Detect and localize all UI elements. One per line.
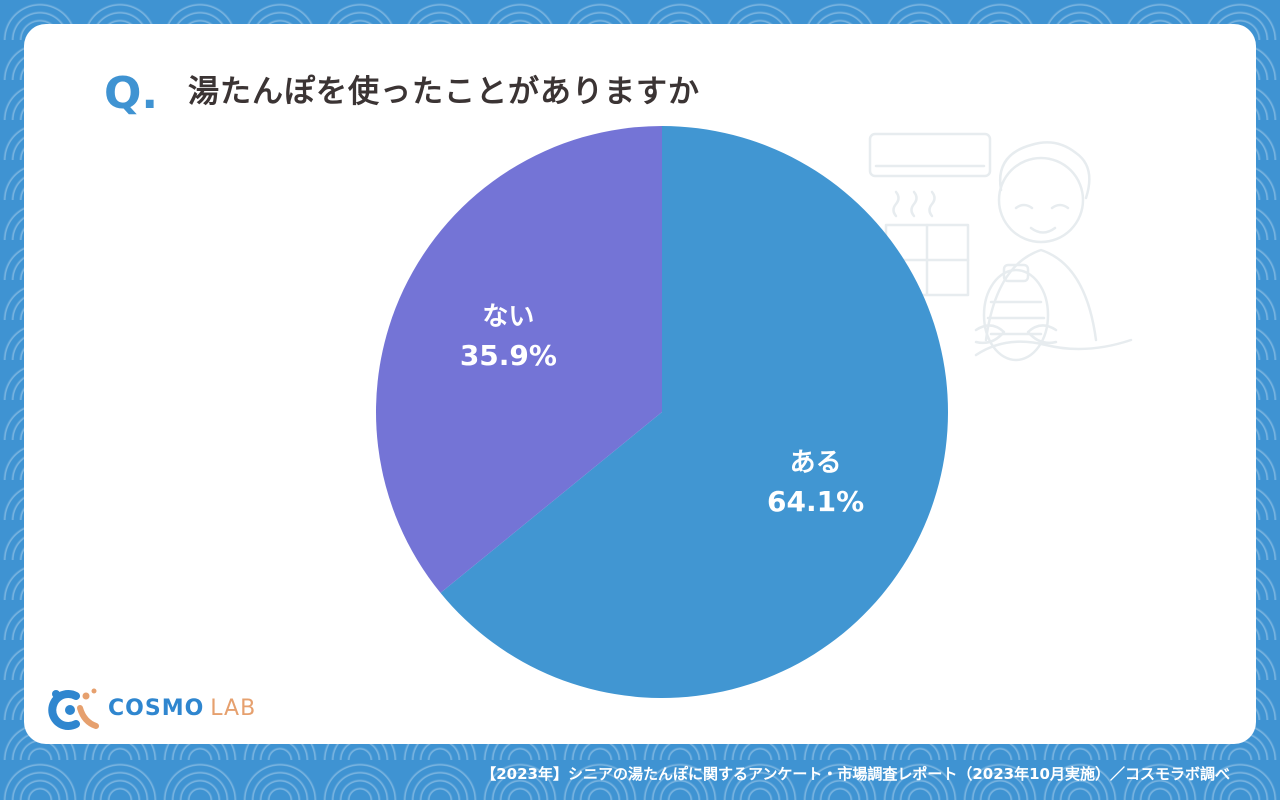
pie-labels: ある 64.1% ない 35.9% bbox=[460, 302, 864, 518]
pie-slice-1 bbox=[376, 125, 662, 593]
logo-text: COSMO LAB bbox=[108, 696, 256, 721]
pie-slice-value-0: 64.1% bbox=[767, 485, 864, 518]
source-footer: 【2023年】シニアの湯たんぽに関するアンケート・市場調査レポート（2023年1… bbox=[481, 765, 1230, 783]
question-title: 湯たんぽを使ったことがありますか bbox=[188, 74, 700, 110]
pie-slice-value-1: 35.9% bbox=[460, 339, 557, 372]
pie-slice-label-1: ない bbox=[482, 302, 534, 332]
pie-slice-label-0: ある bbox=[790, 448, 842, 478]
pie-slice-0 bbox=[440, 126, 949, 698]
logo-brand-main: COSMO bbox=[108, 695, 205, 721]
senior-woman-illustration-icon bbox=[868, 132, 1133, 362]
pie-slices bbox=[376, 125, 949, 698]
question-mark-label: Q. bbox=[104, 68, 159, 119]
cosmo-lab-logo-mark-icon bbox=[48, 688, 99, 730]
logo: COSMO LAB bbox=[46, 686, 256, 730]
logo-brand-sub: LAB bbox=[210, 695, 257, 721]
